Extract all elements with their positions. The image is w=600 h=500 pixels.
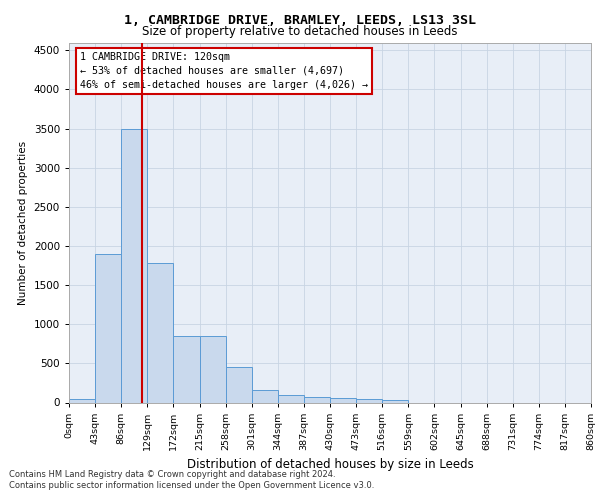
Bar: [356, 400, 382, 402]
Text: Contains public sector information licensed under the Open Government Licence v3: Contains public sector information licen…: [9, 481, 374, 490]
Bar: [69, 398, 95, 402]
Y-axis label: Number of detached properties: Number of detached properties: [18, 140, 28, 304]
Text: 1, CAMBRIDGE DRIVE, BRAMLEY, LEEDS, LS13 3SL: 1, CAMBRIDGE DRIVE, BRAMLEY, LEEDS, LS13…: [124, 14, 476, 27]
Bar: [199, 336, 226, 402]
Text: 1 CAMBRIDGE DRIVE: 120sqm
← 53% of detached houses are smaller (4,697)
46% of se: 1 CAMBRIDGE DRIVE: 120sqm ← 53% of detac…: [80, 52, 368, 90]
Bar: [95, 254, 121, 402]
Bar: [330, 398, 356, 402]
Text: Size of property relative to detached houses in Leeds: Size of property relative to detached ho…: [142, 25, 458, 38]
X-axis label: Distribution of detached houses by size in Leeds: Distribution of detached houses by size …: [187, 458, 473, 471]
Bar: [304, 397, 330, 402]
Bar: [382, 400, 409, 402]
Bar: [148, 263, 173, 402]
Bar: [252, 390, 278, 402]
Bar: [278, 396, 304, 402]
Bar: [121, 128, 148, 402]
Bar: [173, 336, 199, 402]
Text: Contains HM Land Registry data © Crown copyright and database right 2024.: Contains HM Land Registry data © Crown c…: [9, 470, 335, 479]
Bar: [226, 368, 252, 402]
